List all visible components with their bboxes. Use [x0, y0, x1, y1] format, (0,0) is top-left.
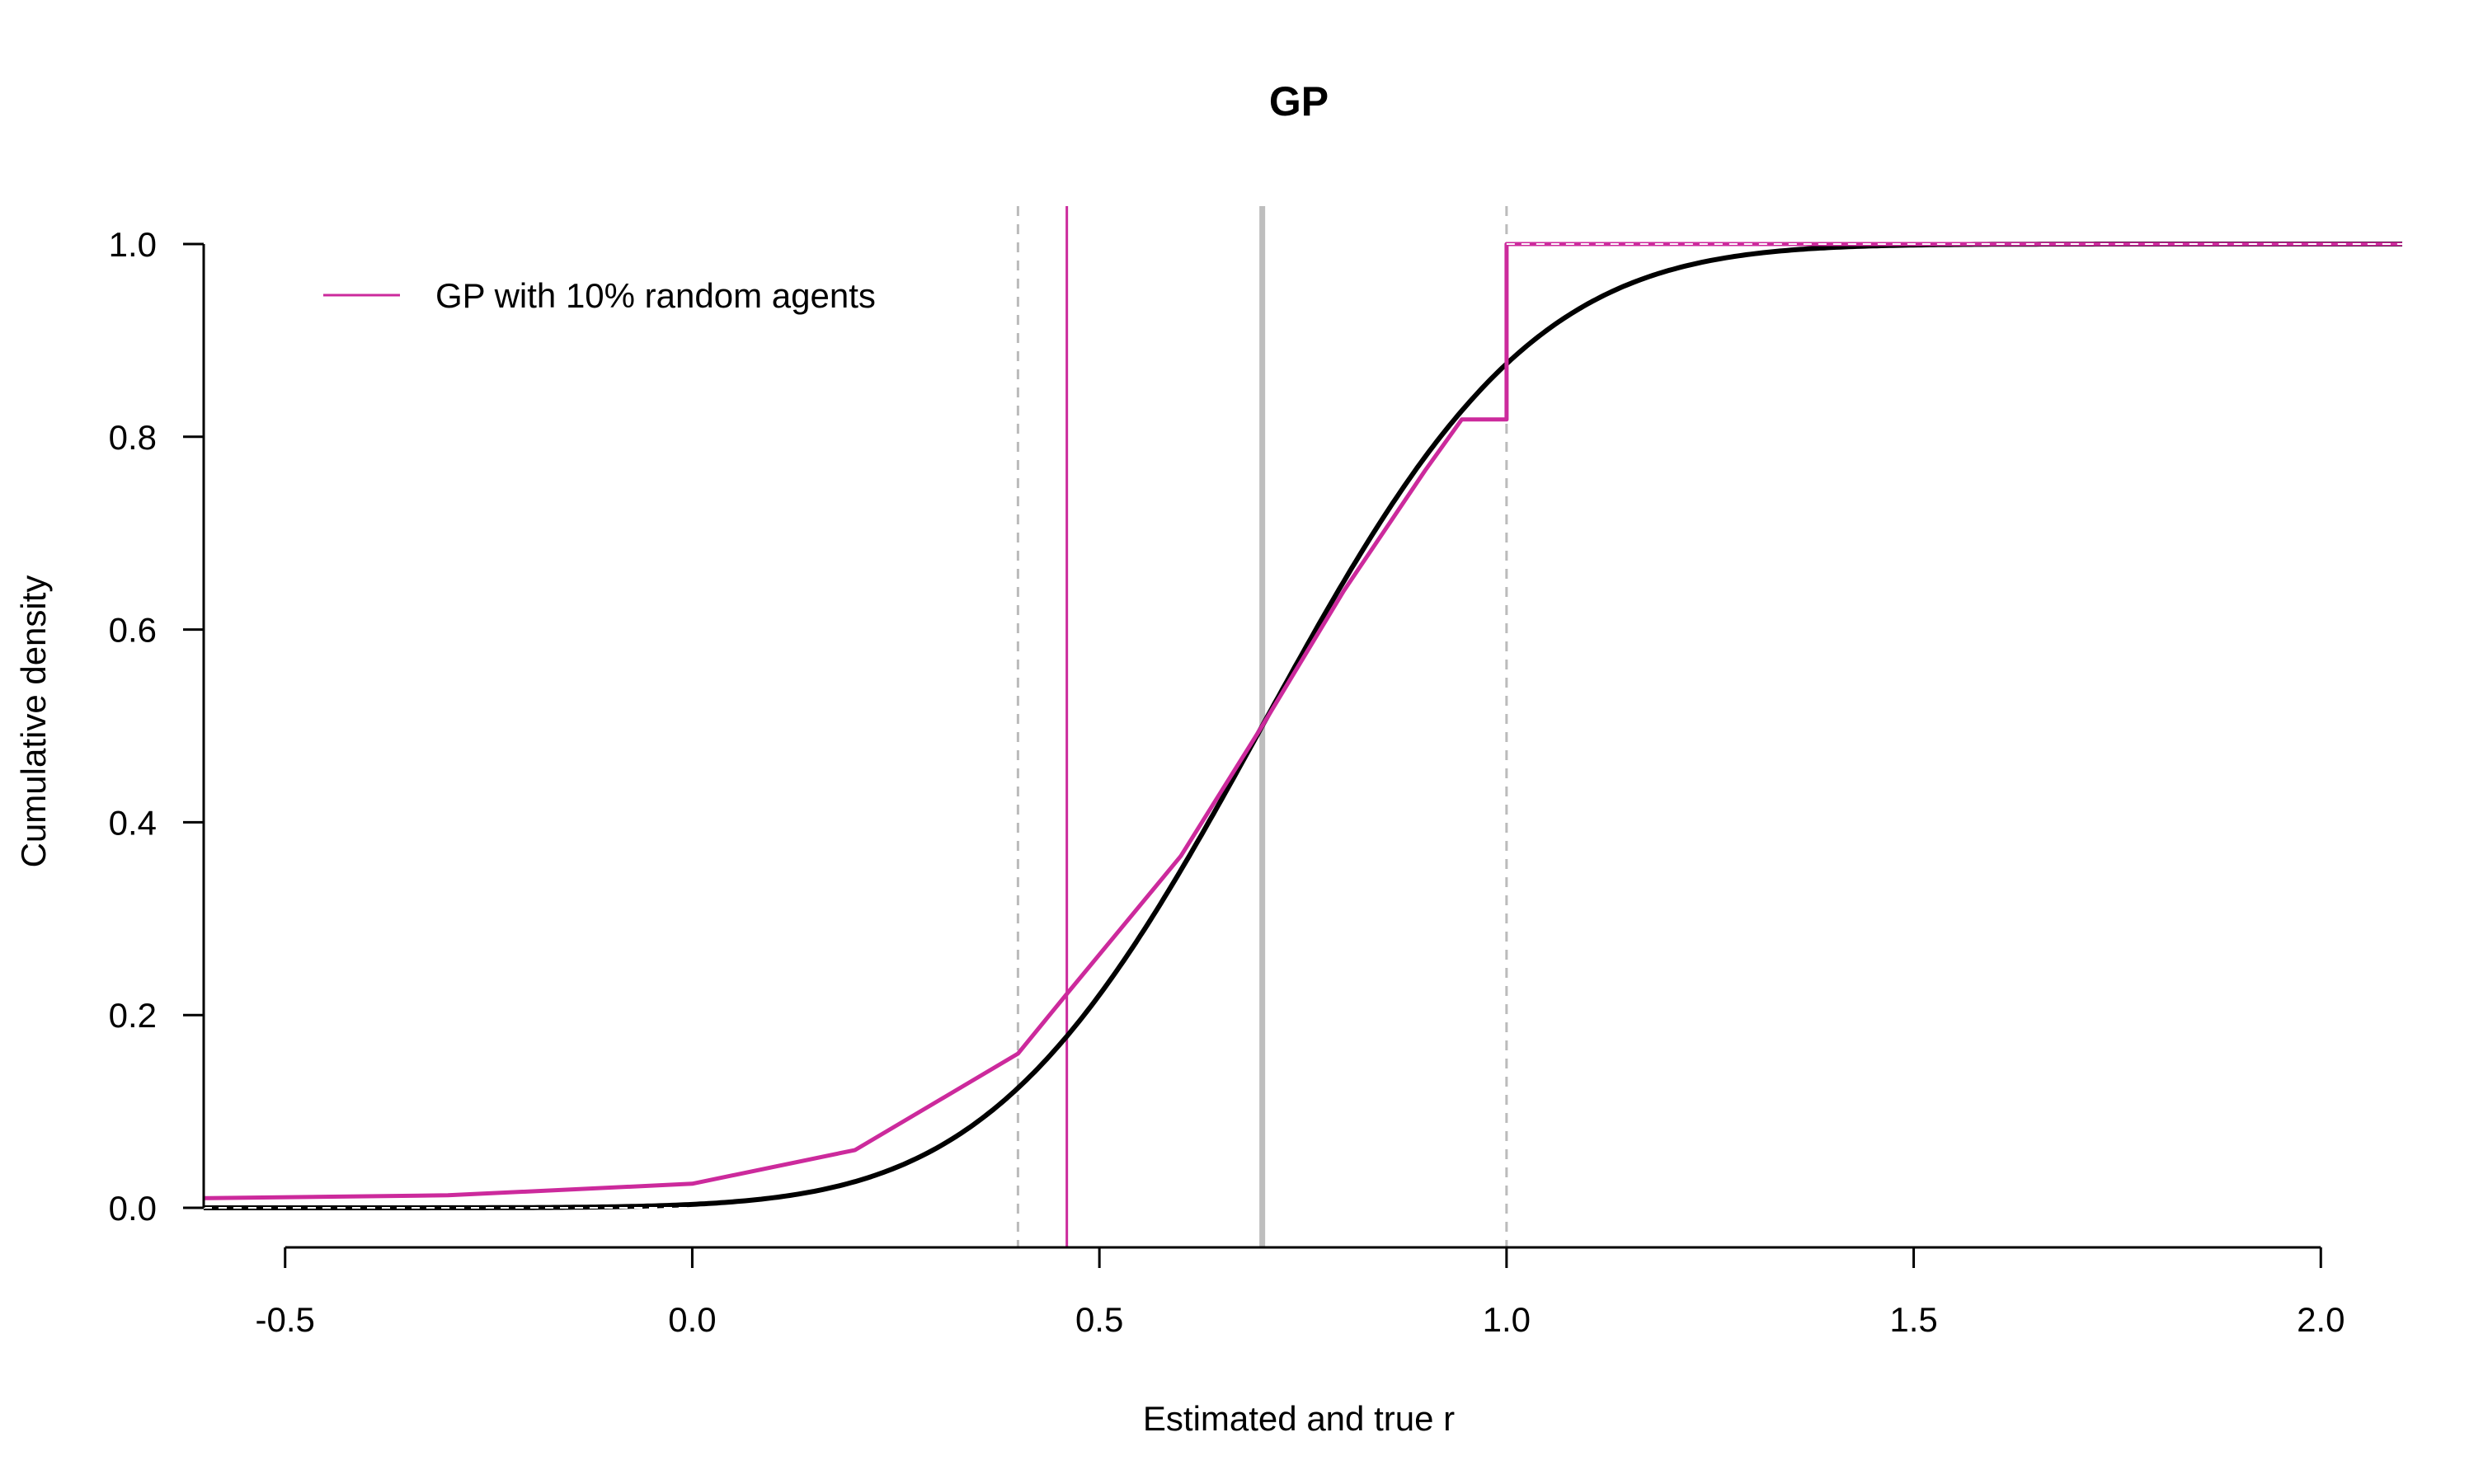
x-tick-label-2: 0.5	[1075, 1300, 1123, 1339]
y-tick-label-5: 1.0	[109, 225, 157, 264]
x-tick-label-0: -0.5	[256, 1300, 315, 1339]
y-tick-label-2: 0.4	[109, 803, 157, 842]
x-tick-label-3: 1.0	[1483, 1300, 1531, 1339]
x-tick-label-1: 0.0	[668, 1300, 716, 1339]
legend: GP with 10% random agents	[323, 276, 876, 315]
x-axis-label: Estimated and true r	[1143, 1399, 1455, 1438]
x-tick-label-5: 2.0	[2297, 1300, 2345, 1339]
y-tick-label-1: 0.2	[109, 996, 157, 1035]
y-tick-label-3: 0.6	[109, 611, 157, 650]
overlay-dashes	[204, 243, 2402, 1209]
legend-entry-label: GP with 10% random agents	[435, 276, 876, 315]
y-tick-label-0: 0.0	[109, 1189, 157, 1228]
y-axis-label: Cumulative density	[14, 575, 53, 868]
x-tick-label-4: 1.5	[1889, 1300, 1937, 1339]
y-axis: 0.0 0.2 0.4 0.6 0.8 1.0	[109, 225, 205, 1228]
series-lines	[203, 242, 2402, 1210]
chart-title: GP	[1269, 78, 1329, 124]
series-line-1	[203, 242, 2402, 1200]
y-tick-label-4: 0.8	[109, 418, 157, 457]
series-line-0	[204, 242, 2402, 1210]
x-axis: -0.5 0.0 0.5 1.0 1.5 2.0	[256, 1246, 2345, 1339]
